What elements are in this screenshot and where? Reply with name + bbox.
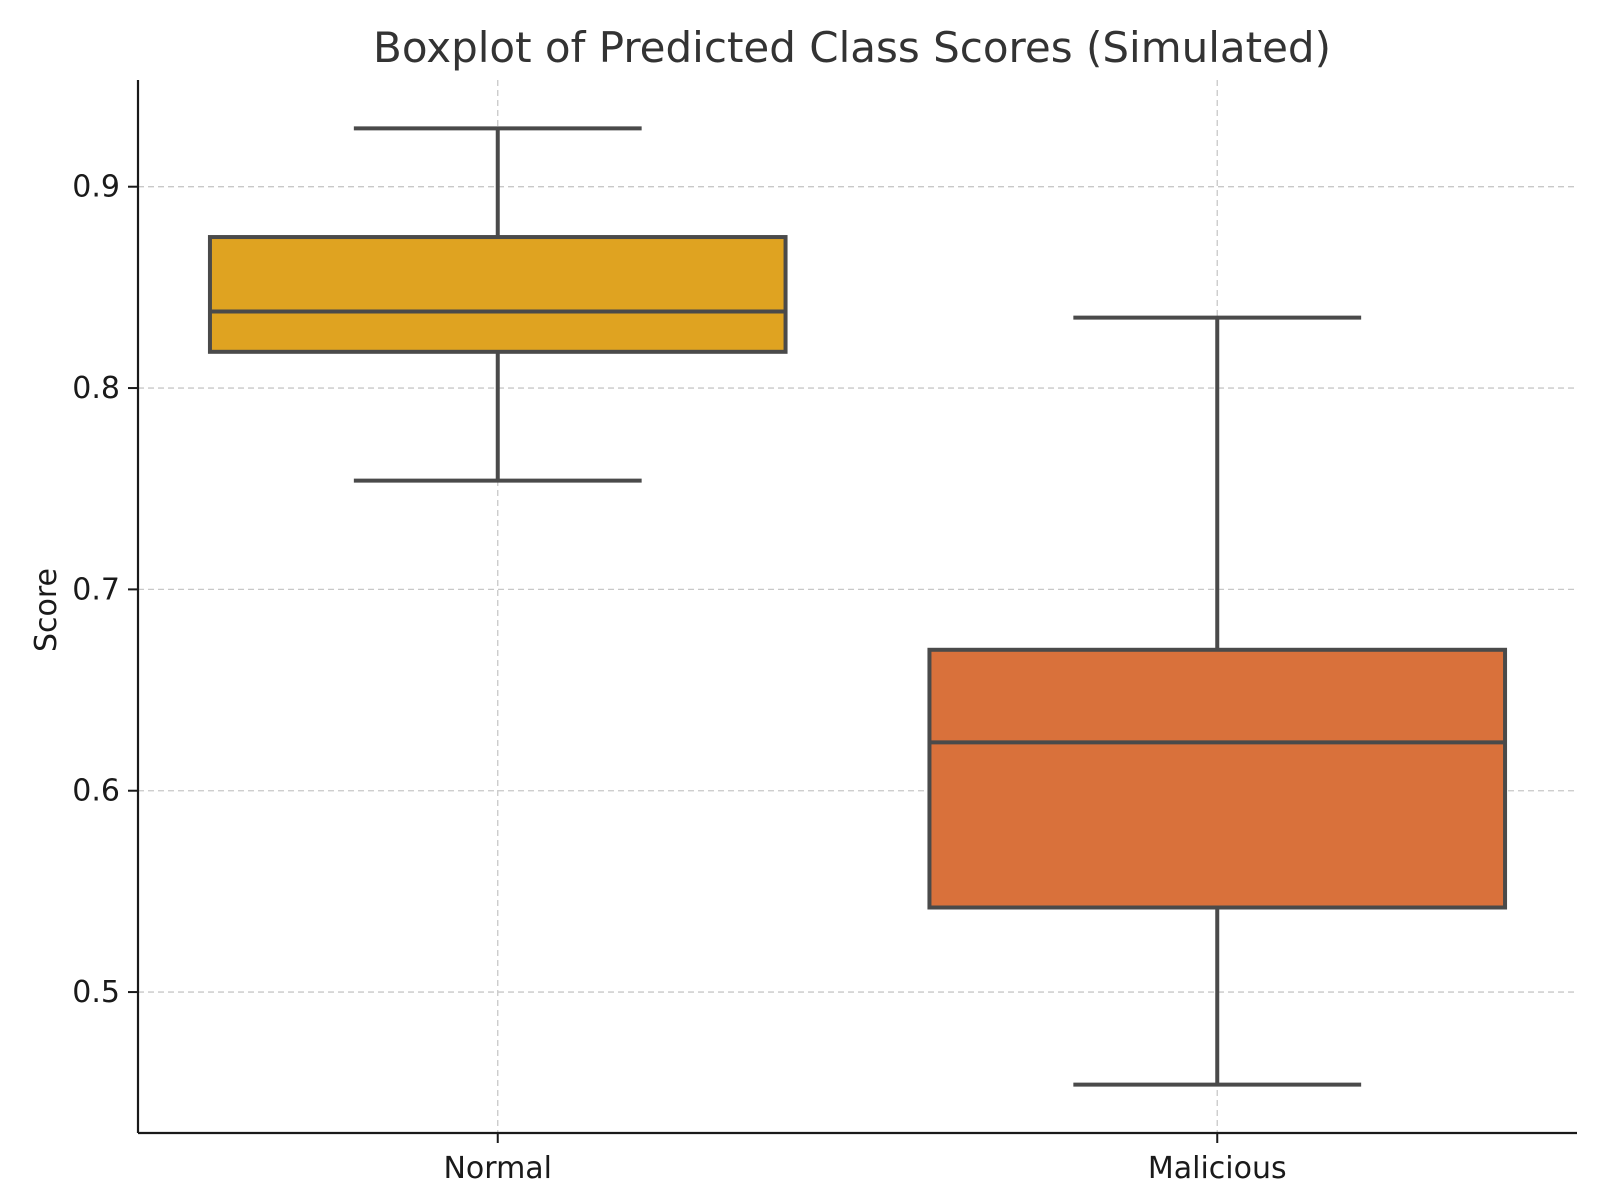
y-tick-label: 0.6 [72, 774, 120, 809]
y-tick-label: 0.8 [72, 371, 120, 406]
ticks: 0.5 0.6 0.7 0.8 0.9 Normal Malicious [72, 170, 1286, 1186]
y-tick-label: 0.9 [72, 170, 120, 205]
x-tick-label: Malicious [1148, 1151, 1287, 1186]
y-axis-label: Score [29, 568, 64, 652]
box-malicious [927, 315, 1508, 1087]
x-tick-label: Normal [443, 1151, 552, 1186]
box-body [927, 647, 1508, 910]
y-tick-label: 0.7 [72, 572, 120, 607]
y-tick-label: 0.5 [72, 975, 120, 1010]
box-normal [207, 126, 788, 483]
axes [136, 80, 1577, 1135]
chart-title: Boxplot of Predicted Class Scores (Simul… [373, 23, 1331, 72]
boxes [207, 126, 1508, 1087]
box-body [207, 235, 788, 354]
